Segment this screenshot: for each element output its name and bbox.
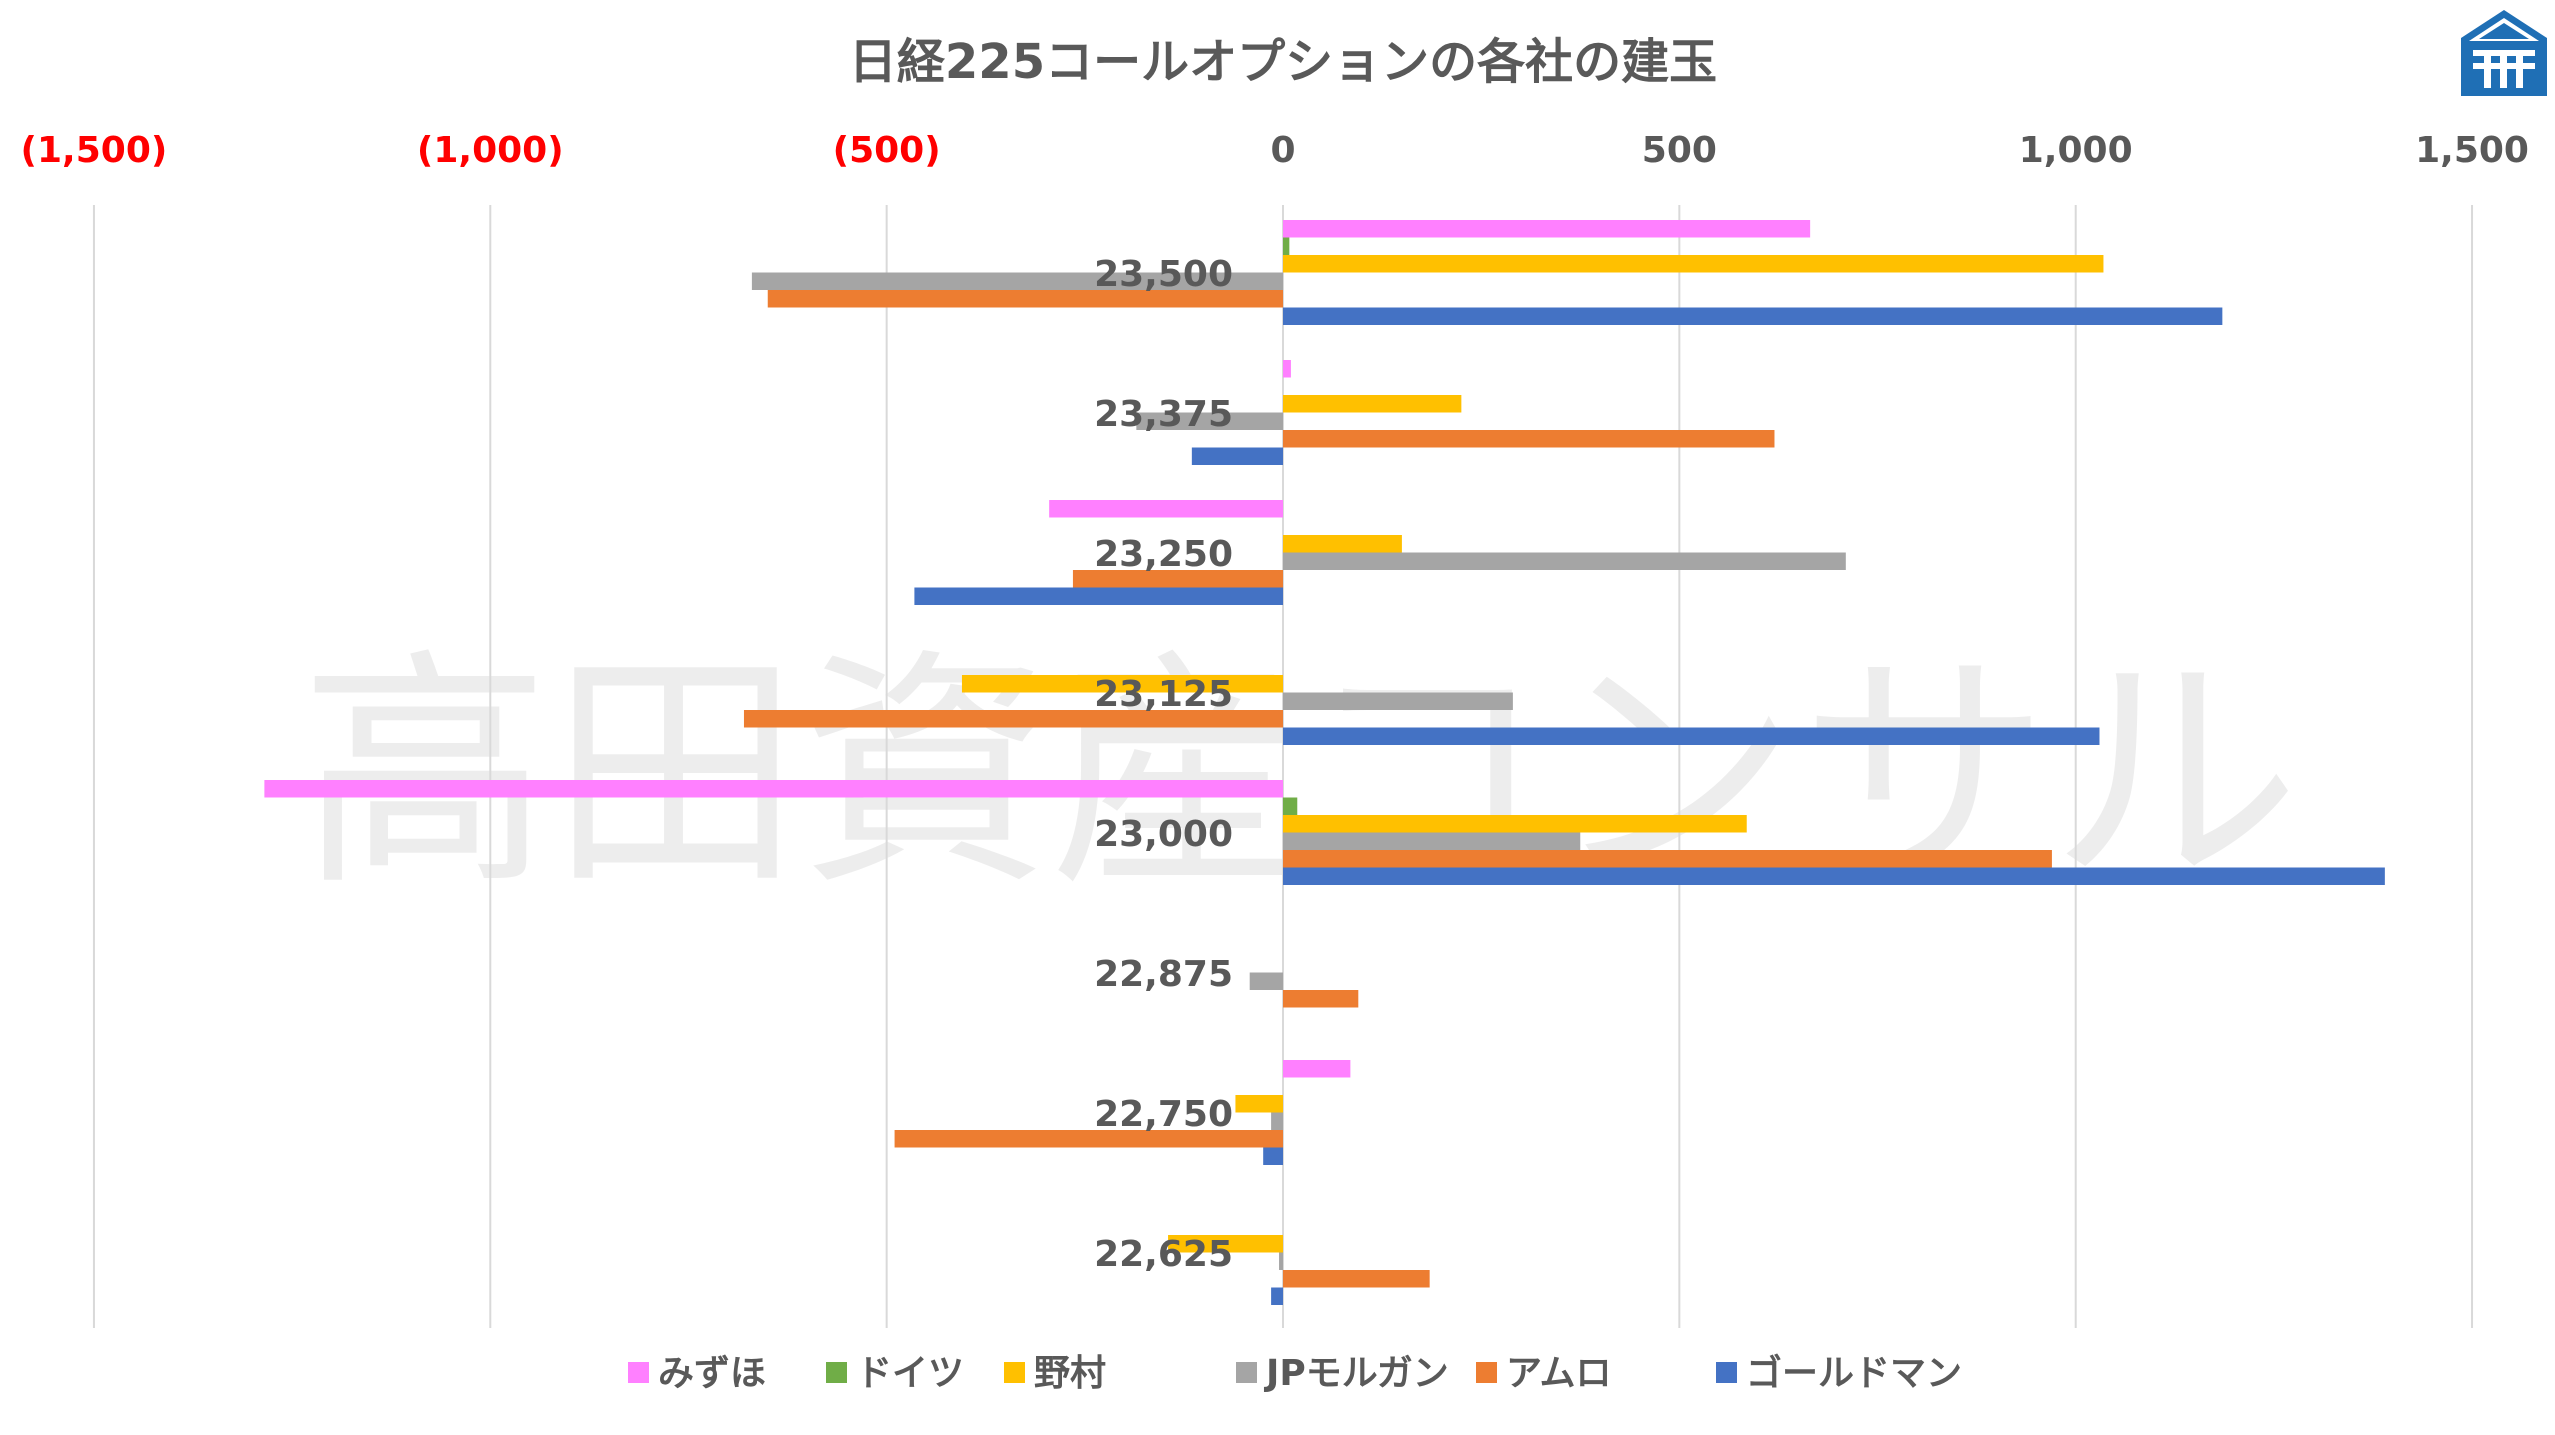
bar xyxy=(914,587,1283,605)
bar xyxy=(1283,727,2100,745)
category-label: 23,000 xyxy=(1094,814,1233,855)
bar xyxy=(1072,570,1283,588)
legend: みずほ ドイツ 野村 JPモルガン アムロ ゴールドマン xyxy=(628,1352,1962,1394)
bar xyxy=(1283,552,1846,570)
bar xyxy=(1283,797,1298,815)
category-labels: 23,500 23,375 23,250 23,125 23,000 22,875 22,7… xyxy=(1094,254,1233,1275)
bar xyxy=(1168,1235,1283,1253)
category-label: 22,750 xyxy=(1094,1094,1233,1135)
bar xyxy=(1283,535,1402,553)
bar xyxy=(1283,430,1775,448)
x-tick-label: 1,500 xyxy=(2415,130,2529,171)
legend-label: JPモルガン xyxy=(1263,1353,1449,1394)
x-tick-label: (1,000) xyxy=(417,130,564,171)
bar xyxy=(743,710,1283,728)
bar xyxy=(961,675,1283,693)
bar xyxy=(1283,990,1359,1008)
bar xyxy=(1136,412,1283,430)
bar xyxy=(1049,500,1283,518)
bar xyxy=(1283,1060,1351,1078)
x-tick-label: (1,500) xyxy=(21,130,168,171)
bar xyxy=(1283,360,1291,378)
bar xyxy=(1283,815,1747,833)
legend-swatch xyxy=(1476,1362,1497,1383)
x-tick-label: 0 xyxy=(1270,130,1295,171)
bar xyxy=(1283,832,1581,850)
legend-label: ゴールドマン xyxy=(1746,1352,1962,1394)
legend-label: アムロ xyxy=(1506,1353,1611,1394)
bar xyxy=(1271,1112,1283,1130)
bar xyxy=(767,290,1283,308)
bar xyxy=(1283,850,2052,868)
bar xyxy=(1263,1147,1283,1165)
category-label: 23,250 xyxy=(1094,534,1233,575)
bar xyxy=(1283,867,2385,885)
bar xyxy=(1191,447,1283,465)
legend-swatch xyxy=(826,1362,847,1383)
gridlines xyxy=(92,205,2474,1328)
bar xyxy=(1235,1095,1283,1113)
bar xyxy=(1283,255,2104,273)
bar xyxy=(751,272,1283,290)
x-tick-label: 1,000 xyxy=(2019,130,2133,171)
category-label: 23,125 xyxy=(1094,674,1233,715)
category-label: 22,875 xyxy=(1094,954,1233,995)
x-tick-label: (500) xyxy=(833,130,941,171)
bar xyxy=(264,780,1283,798)
bar xyxy=(1283,307,2223,325)
bar xyxy=(1271,1287,1283,1305)
category-label: 22,625 xyxy=(1094,1234,1233,1275)
bar xyxy=(1283,692,1513,710)
legend-label: 野村 xyxy=(1034,1353,1106,1394)
legend-label: ドイツ xyxy=(856,1353,964,1394)
bar xyxy=(1283,395,1462,413)
bar xyxy=(1249,972,1283,990)
bar xyxy=(1283,220,1811,238)
category-label: 23,500 xyxy=(1094,254,1233,295)
bar xyxy=(894,1130,1283,1148)
legend-swatch xyxy=(628,1362,649,1383)
legend-swatch xyxy=(1004,1362,1025,1383)
x-tick-label: 500 xyxy=(1642,130,1717,171)
x-axis-ticks: (1,500) (1,000) (500) 0 500 1,000 1,500 xyxy=(21,130,2529,171)
chart-title: 日経225コールオプションの各社の建玉 xyxy=(849,34,1717,90)
bar xyxy=(1283,237,1290,255)
category-label: 23,375 xyxy=(1094,394,1233,435)
logo-icon xyxy=(2461,10,2547,96)
bars xyxy=(264,220,2385,1305)
legend-swatch xyxy=(1716,1362,1737,1383)
bar xyxy=(1283,1270,1430,1288)
legend-label: みずほ xyxy=(658,1353,766,1394)
bar xyxy=(1279,1252,1283,1270)
legend-swatch xyxy=(1236,1362,1257,1383)
